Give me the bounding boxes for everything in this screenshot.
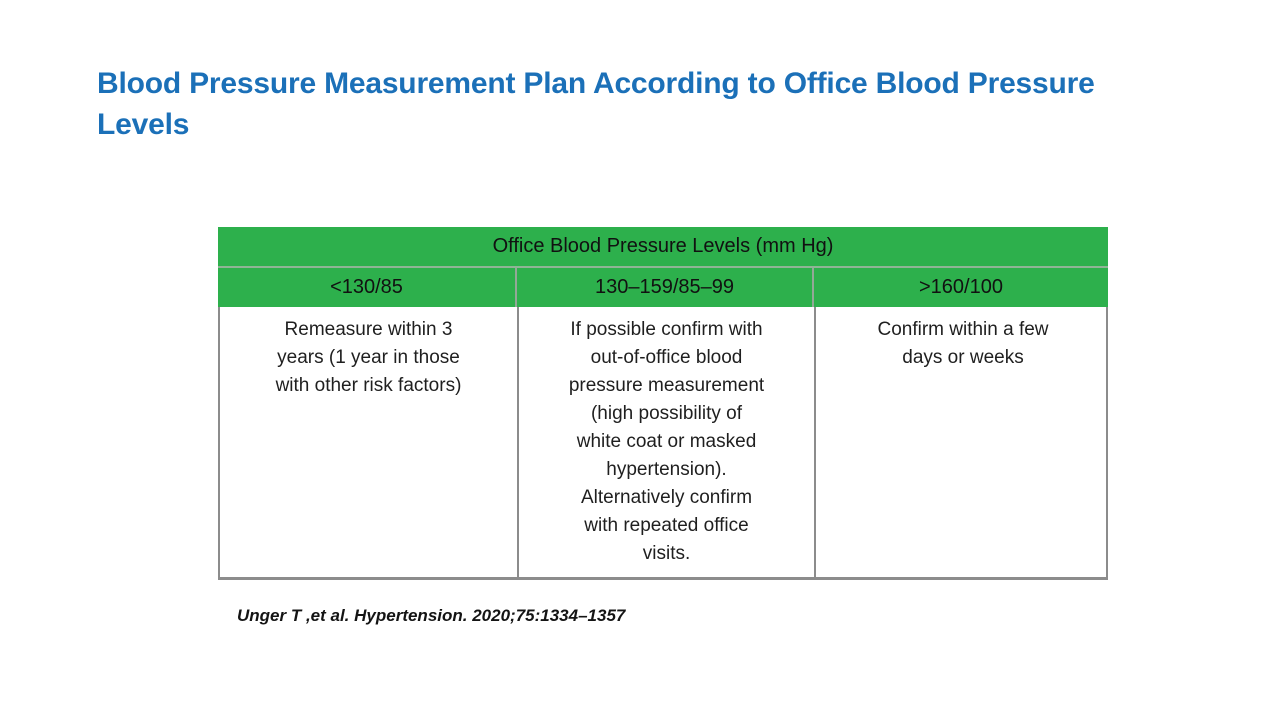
bp-measurement-table: Office Blood Pressure Levels (mm Hg) <13…	[218, 227, 1108, 580]
range-cell-130-159-85-99: 130–159/85–99	[515, 268, 812, 307]
reference-citation: Unger T ,et al. Hypertension. 2020;75:13…	[237, 606, 626, 625]
range-cell-under-130-85: <130/85	[330, 276, 403, 298]
plan-cell-out-of-office-confirm: If possible confirm with out-of-office b…	[517, 307, 814, 577]
slide-title: Blood Pressure Measurement Plan Accordin…	[97, 63, 1217, 145]
plan-cell-confirm-days-weeks: Confirm within a few days or weeks	[814, 307, 1110, 577]
table-header-office-bp-levels: Office Blood Pressure Levels (mm Hg)	[218, 227, 1108, 268]
slide-title-line-2: Levels	[97, 108, 190, 141]
plan-cell-remeasure: Remeasure within 3 years (1 year in thos…	[275, 319, 462, 396]
table-range-header-row: <130/85 130–159/85–99 >160/100	[218, 268, 1108, 307]
slide-title-line-1: Blood Pressure Measurement Plan Accordin…	[97, 67, 1095, 100]
range-cell-over-160-100: >160/100	[812, 268, 1108, 307]
table-body-row: Remeasure within 3 years (1 year in thos…	[218, 307, 1108, 580]
